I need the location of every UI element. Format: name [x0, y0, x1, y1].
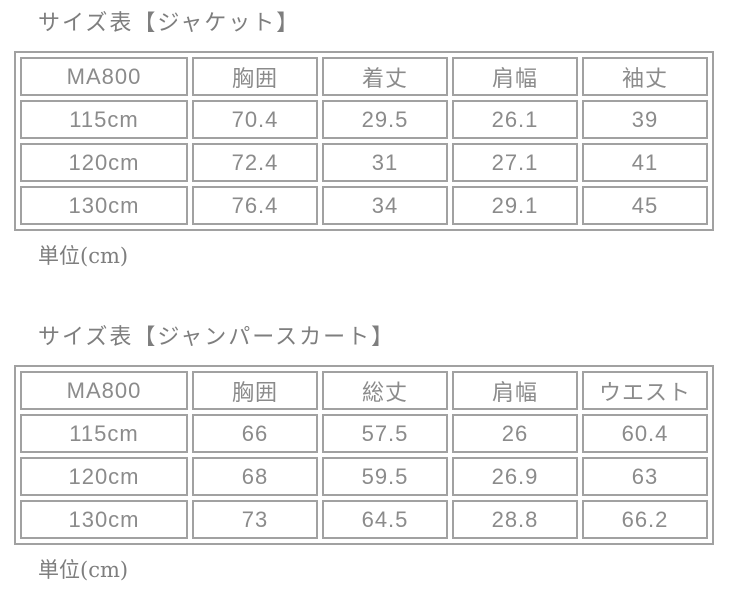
jacket-size-table: MA800 胸囲 着丈 肩幅 袖丈 115cm 70.4 29.5 26.1 3… [14, 51, 714, 231]
size-cell: 115cm [20, 100, 188, 139]
jacket-size-title: サイズ表【ジャケット】 [38, 11, 301, 36]
table-header-row: MA800 胸囲 総丈 肩幅 ウエスト [20, 371, 708, 410]
table-row: 130cm 76.4 34 29.1 45 [20, 186, 708, 225]
table-cell: 76.4 [192, 186, 318, 225]
header-cell-chest: 胸囲 [192, 371, 318, 410]
table-row: 115cm 66 57.5 26 60.4 [20, 414, 708, 453]
header-cell-shoulder: 肩幅 [452, 371, 578, 410]
table-cell: 73 [192, 500, 318, 539]
size-cell: 130cm [20, 186, 188, 225]
table-cell: 26.9 [452, 457, 578, 496]
table-row: 130cm 73 64.5 28.8 66.2 [20, 500, 708, 539]
header-cell-chest: 胸囲 [192, 57, 318, 96]
size-chart-page: サイズ表【ジャケット】 MA800 胸囲 着丈 肩幅 袖丈 115cm 70.4… [14, 10, 722, 583]
table-cell: 66.2 [582, 500, 708, 539]
header-cell-sleeve: 袖丈 [582, 57, 708, 96]
table-cell: 41 [582, 143, 708, 182]
table-cell: 60.4 [582, 414, 708, 453]
size-cell: 115cm [20, 414, 188, 453]
size-cell: 130cm [20, 500, 188, 539]
table-cell: 70.4 [192, 100, 318, 139]
table-cell: 45 [582, 186, 708, 225]
table-cell: 72.4 [192, 143, 318, 182]
header-cell-waist: ウエスト [582, 371, 708, 410]
table-cell: 29.1 [452, 186, 578, 225]
table-cell: 68 [192, 457, 318, 496]
table-cell: 64.5 [322, 500, 448, 539]
jumper-skirt-size-table: MA800 胸囲 総丈 肩幅 ウエスト 115cm 66 57.5 26 60.… [14, 365, 714, 545]
table-row: 120cm 68 59.5 26.9 63 [20, 457, 708, 496]
jacket-size-section: サイズ表【ジャケット】 MA800 胸囲 着丈 肩幅 袖丈 115cm 70.4… [14, 10, 722, 269]
header-cell-model: MA800 [20, 57, 188, 96]
table-cell: 39 [582, 100, 708, 139]
table-cell: 28.8 [452, 500, 578, 539]
header-cell-model: MA800 [20, 371, 188, 410]
header-cell-length: 着丈 [322, 57, 448, 96]
size-cell: 120cm [20, 143, 188, 182]
table-cell: 57.5 [322, 414, 448, 453]
table-cell: 29.5 [322, 100, 448, 139]
jumper-skirt-size-title: サイズ表【ジャンパースカート】 [38, 325, 396, 350]
table-cell: 66 [192, 414, 318, 453]
unit-note: 単位(cm) [38, 244, 129, 268]
size-cell: 120cm [20, 457, 188, 496]
table-cell: 63 [582, 457, 708, 496]
unit-note: 単位(cm) [38, 558, 129, 582]
table-row: 115cm 70.4 29.5 26.1 39 [20, 100, 708, 139]
table-row: 120cm 72.4 31 27.1 41 [20, 143, 708, 182]
table-cell: 26.1 [452, 100, 578, 139]
header-cell-total-length: 総丈 [322, 371, 448, 410]
table-cell: 27.1 [452, 143, 578, 182]
table-cell: 26 [452, 414, 578, 453]
table-cell: 31 [322, 143, 448, 182]
table-cell: 59.5 [322, 457, 448, 496]
table-cell: 34 [322, 186, 448, 225]
header-cell-shoulder: 肩幅 [452, 57, 578, 96]
table-header-row: MA800 胸囲 着丈 肩幅 袖丈 [20, 57, 708, 96]
jumper-skirt-size-section: サイズ表【ジャンパースカート】 MA800 胸囲 総丈 肩幅 ウエスト 115c… [14, 324, 722, 583]
